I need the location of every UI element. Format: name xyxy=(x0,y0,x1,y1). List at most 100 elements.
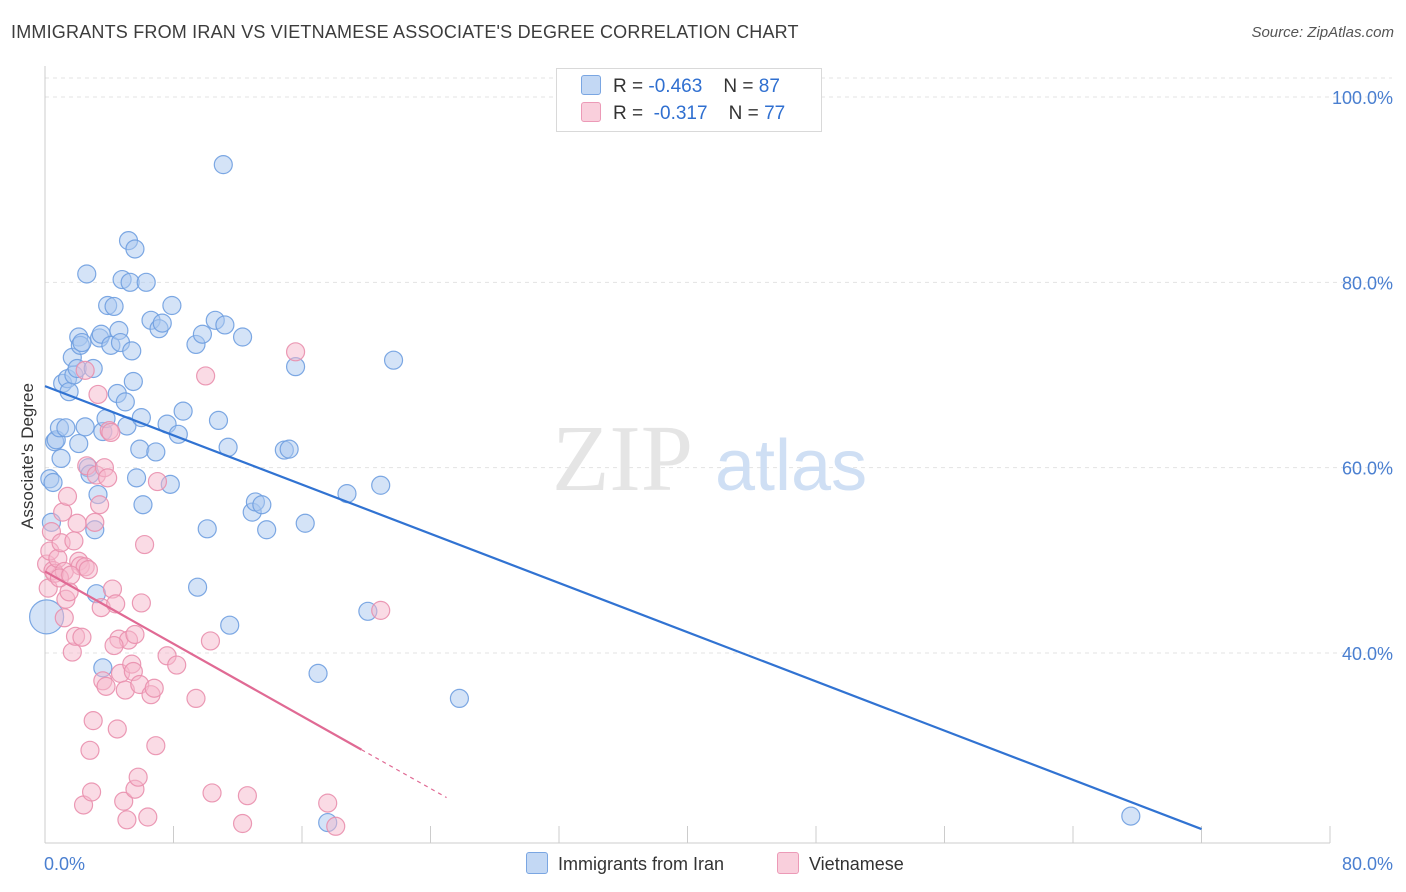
vietnamese-point xyxy=(61,565,81,585)
legend-row-iran: R = -0.463 N = 87 xyxy=(581,75,780,101)
iran-point xyxy=(115,392,135,412)
vietnamese-swatch xyxy=(581,102,601,122)
vietnamese-point xyxy=(75,360,95,380)
vietnamese-point xyxy=(237,786,257,806)
grid xyxy=(45,77,1392,654)
y-tick-label: 80.0% xyxy=(1342,273,1393,293)
vietnamese-point xyxy=(80,740,100,760)
x-tick-label: 0.0% xyxy=(44,854,85,874)
iran-point xyxy=(125,239,145,259)
iran-trend-line xyxy=(44,385,1202,831)
watermark-zip: ZIP xyxy=(552,407,693,511)
vietnamese-point xyxy=(285,342,306,362)
r-label: R = xyxy=(613,76,644,97)
vietnamese-point xyxy=(318,793,338,813)
vietnamese-point xyxy=(371,600,391,620)
r-label: R = xyxy=(613,103,644,124)
iran-point xyxy=(232,327,253,347)
iran-point xyxy=(371,475,391,495)
legend-item-vietnamese[interactable]: Vietnamese xyxy=(777,852,904,875)
vietnamese-point xyxy=(146,736,166,756)
vietnamese-point xyxy=(147,471,168,492)
vietnamese-legend-swatch xyxy=(777,852,799,874)
source-label: Source: ZipAtlas.com xyxy=(1251,24,1394,41)
vietnamese-point xyxy=(96,676,116,696)
vietnamese-point xyxy=(200,631,221,651)
iran-point xyxy=(75,417,95,437)
vietnamese-point xyxy=(90,495,110,515)
iran-point xyxy=(295,513,315,533)
y-tick-label: 100.0% xyxy=(1332,88,1393,108)
iran-point xyxy=(152,313,172,333)
iran-point xyxy=(122,341,142,361)
iran-point xyxy=(123,371,143,392)
n-label: N = xyxy=(728,103,759,124)
iran-legend-swatch xyxy=(526,852,548,874)
vietnamese-point xyxy=(104,635,124,656)
vietnamese-point xyxy=(167,655,187,675)
iran-point xyxy=(43,472,63,493)
iran-point xyxy=(104,296,124,317)
vietnamese-point xyxy=(326,816,346,836)
vietnamese-point xyxy=(83,711,103,731)
y-tick-label: 60.0% xyxy=(1342,459,1393,479)
vietnamese-point xyxy=(134,534,155,555)
n-value-vietnamese: 77 xyxy=(764,103,786,124)
vietnamese-point xyxy=(85,512,105,532)
iran-point xyxy=(383,350,404,370)
axes xyxy=(44,66,1331,844)
r-value-vietnamese: -0.317 xyxy=(653,103,708,124)
legend-label-vietnamese: Vietnamese xyxy=(809,854,904,874)
iran-point xyxy=(133,495,153,515)
iran-point xyxy=(208,410,229,431)
vietnamese-point xyxy=(107,719,127,739)
x-tick-label: 80.0% xyxy=(1342,854,1393,874)
vietnamese-point xyxy=(196,366,216,386)
vietnamese-point xyxy=(54,608,74,628)
iran-point xyxy=(69,433,89,454)
iran-point xyxy=(1121,806,1141,826)
trend-lines xyxy=(44,385,1202,831)
iran-point xyxy=(220,615,240,635)
iran-point xyxy=(192,324,213,344)
y-tick-label: 40.0% xyxy=(1342,644,1393,664)
iran-point xyxy=(72,332,92,353)
iran-point xyxy=(130,439,150,459)
vietnamese-point xyxy=(78,559,98,580)
watermark-atlas: atlas xyxy=(715,426,867,506)
vietnamese-point xyxy=(138,807,158,827)
vietnamese-point xyxy=(131,593,151,613)
iran-swatch xyxy=(581,75,601,95)
vietnamese-point xyxy=(72,627,92,647)
watermark: ZIP atlas xyxy=(552,407,867,511)
legend-label-iran: Immigrants from Iran xyxy=(558,854,725,874)
iran-point xyxy=(215,315,235,335)
stats-legend: R = -0.463 N = 87 R = -0.317 N = 77 xyxy=(556,68,822,132)
legend-row-vietnamese: R = -0.317 N = 77 xyxy=(581,102,785,128)
iran-point xyxy=(213,155,233,175)
iran-point xyxy=(449,688,470,709)
y-axis-label: Associate's Degree xyxy=(18,383,37,529)
vietnamese-point xyxy=(88,384,108,405)
iran-point xyxy=(136,272,156,292)
iran-point xyxy=(162,295,182,316)
iran-point xyxy=(197,519,217,539)
iran-point xyxy=(308,663,328,683)
iran-point xyxy=(187,577,208,597)
iran-point xyxy=(51,448,71,468)
iran-point xyxy=(56,418,76,438)
chart-title: IMMIGRANTS FROM IRAN VS VIETNAMESE ASSOC… xyxy=(11,22,799,42)
vietnamese-point xyxy=(64,531,84,551)
iran-point xyxy=(77,264,97,284)
vietnamese-trend-extension xyxy=(361,749,447,799)
iran-point xyxy=(120,272,140,292)
vietnamese-point xyxy=(57,486,78,506)
n-label: N = xyxy=(723,76,754,97)
iran-point xyxy=(146,442,166,462)
vietnamese-point xyxy=(117,810,137,830)
iran-point xyxy=(126,468,147,488)
vietnamese-point xyxy=(101,422,121,443)
legend-item-iran[interactable]: Immigrants from Iran xyxy=(526,852,724,875)
vietnamese-point xyxy=(114,791,134,811)
